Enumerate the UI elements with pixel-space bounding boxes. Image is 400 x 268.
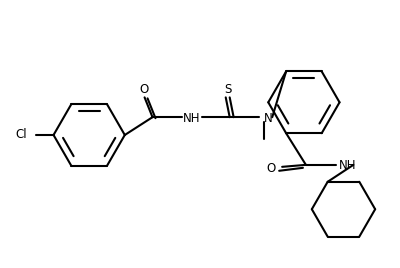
Text: S: S — [224, 83, 231, 96]
Text: NH: NH — [339, 159, 356, 172]
Text: N: N — [264, 112, 273, 125]
Text: NH: NH — [183, 112, 201, 125]
Text: O: O — [267, 162, 276, 175]
Text: O: O — [139, 83, 148, 96]
Text: Cl: Cl — [15, 128, 27, 142]
